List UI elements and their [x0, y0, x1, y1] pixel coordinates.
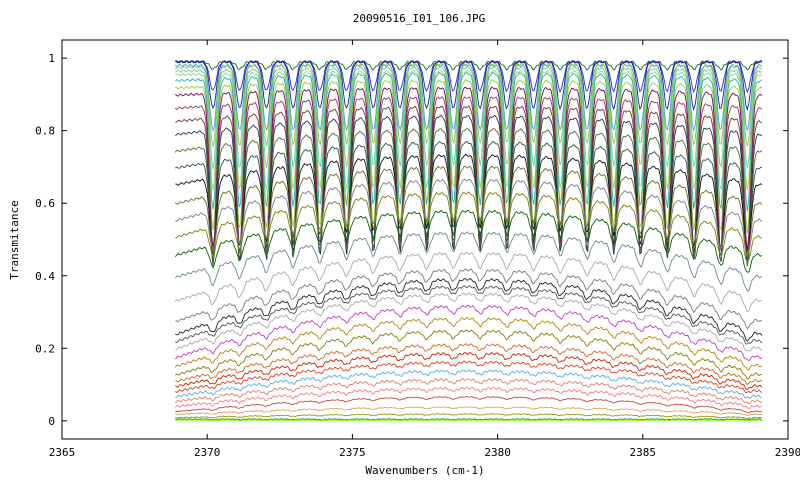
x-axis: 2365 2370 2375 2380 2385 2390: [49, 40, 800, 459]
series-line: [174, 386, 763, 410]
series-line: [174, 329, 762, 380]
series-line: [175, 360, 763, 394]
series-layer: [174, 60, 763, 422]
series-line: [174, 316, 763, 371]
series-line: [175, 71, 763, 212]
series-line: [175, 413, 763, 420]
x-tick-label: 2365: [49, 446, 76, 459]
chart-title: 20090516_I01_106.JPG: [353, 12, 485, 25]
series-line: [175, 79, 763, 234]
y-tick-label: 0.8: [35, 125, 55, 138]
series-line: [174, 209, 763, 273]
series-line: [175, 178, 763, 258]
y-axis-title: Transmitance: [8, 200, 21, 279]
series-line: [175, 419, 762, 422]
y-tick-label: 1: [48, 52, 55, 65]
series-line: [174, 231, 763, 292]
plot-frame: [61, 39, 789, 440]
series-line: [175, 369, 762, 399]
x-tick-label: 2375: [339, 446, 366, 459]
y-axis: 0 0.2 0.4 0.6 0.8 1: [35, 52, 788, 428]
series-line: [175, 418, 763, 421]
series-line: [175, 191, 763, 262]
series-line: [175, 396, 762, 414]
x-tick-label: 2370: [194, 446, 221, 459]
series-line: [175, 292, 763, 352]
series-line: [174, 69, 763, 191]
series-line: [175, 62, 762, 148]
series-line: [175, 165, 763, 256]
series-line: [174, 251, 762, 313]
series-line: [175, 277, 763, 342]
y-tick-label: 0.6: [35, 197, 55, 210]
x-tick-label: 2380: [484, 446, 511, 459]
x-tick-label: 2390: [775, 446, 800, 459]
series-line: [174, 60, 763, 112]
y-tick-label: 0: [48, 415, 55, 428]
x-axis-title: Wavenumbers (cm-1): [365, 464, 484, 477]
series-line: [175, 406, 762, 416]
series-line: [175, 65, 763, 170]
series-line: [175, 351, 763, 391]
x-tick-label: 2385: [630, 446, 657, 459]
series-line: [175, 343, 763, 386]
y-tick-label: 0.2: [35, 342, 55, 355]
series-line: [174, 377, 763, 405]
series-line: [175, 268, 763, 330]
series-line: [175, 285, 763, 345]
y-tick-label: 0.4: [35, 270, 55, 283]
series-line: [174, 304, 763, 362]
